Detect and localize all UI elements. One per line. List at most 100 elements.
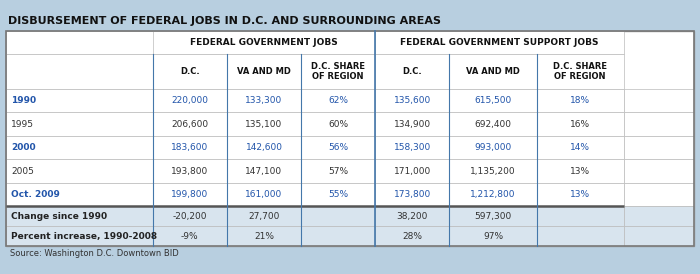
Bar: [6, 112, 153, 136]
Bar: [375, 31, 624, 55]
Bar: [153, 112, 227, 136]
Text: 193,800: 193,800: [172, 167, 209, 176]
Bar: [536, 55, 624, 89]
Text: -9%: -9%: [181, 232, 199, 241]
Bar: [375, 183, 449, 206]
Bar: [449, 55, 536, 89]
Text: 2000: 2000: [11, 143, 36, 152]
Bar: [375, 89, 449, 112]
Bar: [301, 112, 375, 136]
Text: 97%: 97%: [483, 232, 503, 241]
Bar: [624, 89, 694, 112]
Bar: [227, 183, 301, 206]
Text: 14%: 14%: [570, 143, 590, 152]
Bar: [624, 136, 694, 159]
Bar: [449, 206, 536, 226]
Text: 183,600: 183,600: [172, 143, 209, 152]
Bar: [153, 136, 227, 159]
Text: DISBURSEMENT OF FEDERAL JOBS IN D.C. AND SURROUNDING AREAS: DISBURSEMENT OF FEDERAL JOBS IN D.C. AND…: [8, 16, 441, 26]
Bar: [6, 31, 375, 55]
Text: 135,100: 135,100: [246, 119, 283, 129]
Text: 13%: 13%: [570, 167, 590, 176]
Bar: [153, 226, 227, 246]
Text: 13%: 13%: [570, 190, 590, 199]
Text: 62%: 62%: [328, 96, 348, 105]
Bar: [624, 206, 694, 226]
Text: 161,000: 161,000: [246, 190, 283, 199]
Bar: [375, 136, 449, 159]
Text: 38,200: 38,200: [397, 212, 428, 221]
Text: 1,212,800: 1,212,800: [470, 190, 516, 199]
Bar: [301, 55, 375, 89]
Bar: [536, 112, 624, 136]
Text: 56%: 56%: [328, 143, 348, 152]
Text: 158,300: 158,300: [393, 143, 431, 152]
Bar: [624, 183, 694, 206]
Text: 615,500: 615,500: [475, 96, 512, 105]
Bar: [449, 159, 536, 183]
Bar: [624, 112, 694, 136]
Text: -20,200: -20,200: [173, 212, 207, 221]
Bar: [375, 226, 449, 246]
Bar: [536, 206, 624, 226]
Bar: [227, 159, 301, 183]
Bar: [301, 136, 375, 159]
Text: Oct. 2009: Oct. 2009: [11, 190, 60, 199]
Bar: [536, 159, 624, 183]
Bar: [227, 112, 301, 136]
Bar: [449, 183, 536, 206]
Text: 55%: 55%: [328, 190, 348, 199]
Bar: [375, 206, 449, 226]
Bar: [301, 206, 375, 226]
Text: 1990: 1990: [11, 96, 36, 105]
Text: Source: Washington D.C. Downtown BID: Source: Washington D.C. Downtown BID: [10, 249, 178, 258]
Text: 28%: 28%: [402, 232, 422, 241]
Bar: [153, 31, 375, 55]
Bar: [6, 183, 153, 206]
Bar: [375, 159, 449, 183]
Bar: [153, 55, 227, 89]
Text: 171,000: 171,000: [393, 167, 431, 176]
Text: 206,600: 206,600: [172, 119, 209, 129]
Text: FEDERAL GOVERNMENT JOBS: FEDERAL GOVERNMENT JOBS: [190, 38, 338, 47]
Bar: [153, 89, 227, 112]
Text: 199,800: 199,800: [172, 190, 209, 199]
Bar: [227, 55, 301, 89]
Text: 142,600: 142,600: [246, 143, 283, 152]
Bar: [227, 226, 301, 246]
Bar: [301, 159, 375, 183]
Bar: [6, 55, 153, 89]
Text: D.C.: D.C.: [180, 67, 200, 76]
Text: FEDERAL GOVERNMENT SUPPORT JOBS: FEDERAL GOVERNMENT SUPPORT JOBS: [400, 38, 598, 47]
Text: 1,135,200: 1,135,200: [470, 167, 516, 176]
Bar: [153, 183, 227, 206]
Text: Change since 1990: Change since 1990: [11, 212, 107, 221]
Bar: [6, 31, 694, 246]
Bar: [6, 136, 153, 159]
Text: 60%: 60%: [328, 119, 348, 129]
Text: 147,100: 147,100: [246, 167, 283, 176]
Bar: [375, 112, 449, 136]
Bar: [449, 136, 536, 159]
Text: 133,300: 133,300: [246, 96, 283, 105]
Bar: [624, 226, 694, 246]
Bar: [6, 206, 153, 226]
Bar: [536, 183, 624, 206]
Text: VA AND MD: VA AND MD: [237, 67, 291, 76]
Text: VA AND MD: VA AND MD: [466, 67, 520, 76]
Text: 27,700: 27,700: [248, 212, 280, 221]
Bar: [153, 159, 227, 183]
Bar: [301, 226, 375, 246]
Text: 21%: 21%: [254, 232, 274, 241]
Bar: [536, 136, 624, 159]
Text: D.C. SHARE
OF REGION: D.C. SHARE OF REGION: [553, 62, 607, 81]
Text: 135,600: 135,600: [393, 96, 431, 105]
Bar: [375, 55, 449, 89]
Text: 220,000: 220,000: [172, 96, 209, 105]
Text: 597,300: 597,300: [475, 212, 512, 221]
Bar: [6, 89, 153, 112]
Bar: [6, 226, 153, 246]
Text: 57%: 57%: [328, 167, 348, 176]
Text: 993,000: 993,000: [475, 143, 512, 152]
Text: 1995: 1995: [11, 119, 34, 129]
